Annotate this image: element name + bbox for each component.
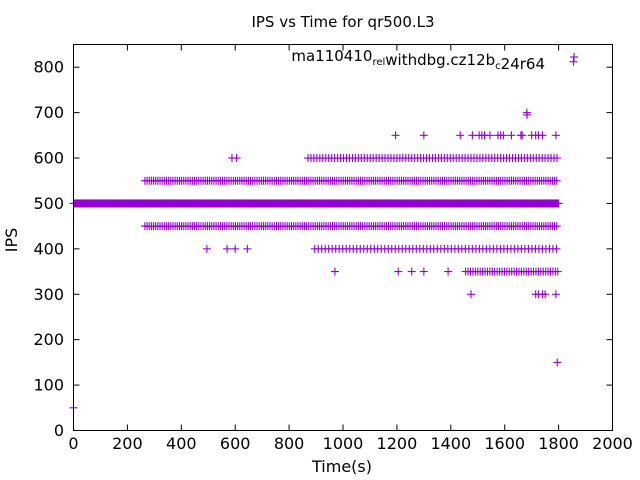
data-point	[456, 131, 465, 140]
data-point	[407, 267, 416, 276]
data-point	[485, 131, 494, 140]
data-point	[553, 358, 562, 367]
y-tick-label: 200	[33, 330, 64, 349]
data-point	[552, 222, 561, 231]
data-point	[554, 199, 563, 208]
data-point	[499, 131, 508, 140]
data-point	[569, 57, 578, 66]
data-point	[202, 244, 211, 253]
axis-ticks: 0 200 400 600 800 1000 1200 1400 1600 1800 2000 0 10…	[33, 44, 633, 453]
data-point	[391, 131, 400, 140]
y-tick-label: 0	[54, 421, 64, 440]
data-point	[444, 267, 453, 276]
x-tick-label: 1400	[430, 434, 471, 453]
data-point	[551, 290, 560, 299]
x-tick-label: 0	[68, 434, 78, 453]
data-point	[419, 267, 428, 276]
data-point	[467, 290, 476, 299]
y-tick-label: 800	[33, 58, 64, 77]
data-point	[552, 176, 561, 185]
y-tick-label: 600	[33, 149, 64, 168]
y-axis-title: IPS	[2, 228, 21, 253]
data-point	[231, 244, 240, 253]
x-tick-label: 200	[112, 434, 143, 453]
y-tick-label: 500	[33, 194, 64, 213]
x-axis-title: Time(s)	[311, 457, 372, 476]
data-point	[223, 244, 232, 253]
x-tick-label: 1600	[484, 434, 525, 453]
data-point	[551, 131, 560, 140]
data-point	[552, 244, 561, 253]
data-point	[553, 267, 562, 276]
chart-title: IPS vs Time for qr500.L3	[251, 13, 434, 31]
data-point	[518, 131, 527, 140]
x-tick-label: 1200	[377, 434, 418, 453]
x-tick-label: 800	[274, 434, 305, 453]
legend-label: ma110410relwithdbg.cz12bc24r64	[291, 47, 545, 73]
data-point	[538, 131, 547, 140]
plot-frame	[73, 44, 613, 431]
y-tick-label: 300	[33, 285, 64, 304]
data-point	[541, 290, 550, 299]
y-tick-label: 400	[33, 239, 64, 258]
x-tick-label: 2000	[592, 434, 633, 453]
data-point	[507, 131, 516, 140]
data-point	[419, 131, 428, 140]
data-point	[243, 244, 252, 253]
y-tick-label: 700	[33, 103, 64, 122]
data-point	[552, 154, 561, 163]
x-tick-label: 1000	[323, 434, 364, 453]
data-point	[523, 110, 532, 119]
data-point	[232, 154, 241, 163]
y-tick-label: 100	[33, 376, 64, 395]
data-points	[69, 57, 578, 412]
legend-marker	[570, 53, 578, 61]
data-point	[330, 267, 339, 276]
x-tick-label: 400	[166, 434, 197, 453]
x-tick-label: 600	[220, 434, 251, 453]
x-tick-label: 1800	[538, 434, 579, 453]
data-point	[468, 131, 477, 140]
data-point	[394, 267, 403, 276]
